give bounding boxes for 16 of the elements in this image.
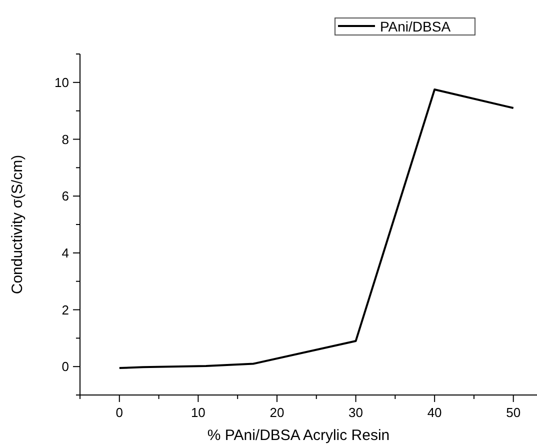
line-series [118,88,514,370]
y-tick-label: 2 [62,302,69,318]
x-tick-label: 10 [190,405,206,420]
x-tick-label: 50 [506,405,521,420]
x-axis-title: % PAni/DBSA Acrylic Resin [207,427,390,444]
legend-label: PAni/DBSA [380,18,452,34]
y-tick-label: 8 [62,132,69,147]
x-tick-label: 40 [427,405,442,420]
y-tick-label: 6 [62,188,69,204]
y-tick-label: 0 [62,359,69,374]
y-tick-label: 10 [54,74,69,90]
x-tick-label: 20 [270,405,284,420]
x-tick-label: 0 [116,405,124,420]
y-axis-title: Conductivity σ(S/cm) [9,154,26,294]
x-tick-label: 30 [348,405,364,420]
y-tick-label: 4 [62,245,69,260]
